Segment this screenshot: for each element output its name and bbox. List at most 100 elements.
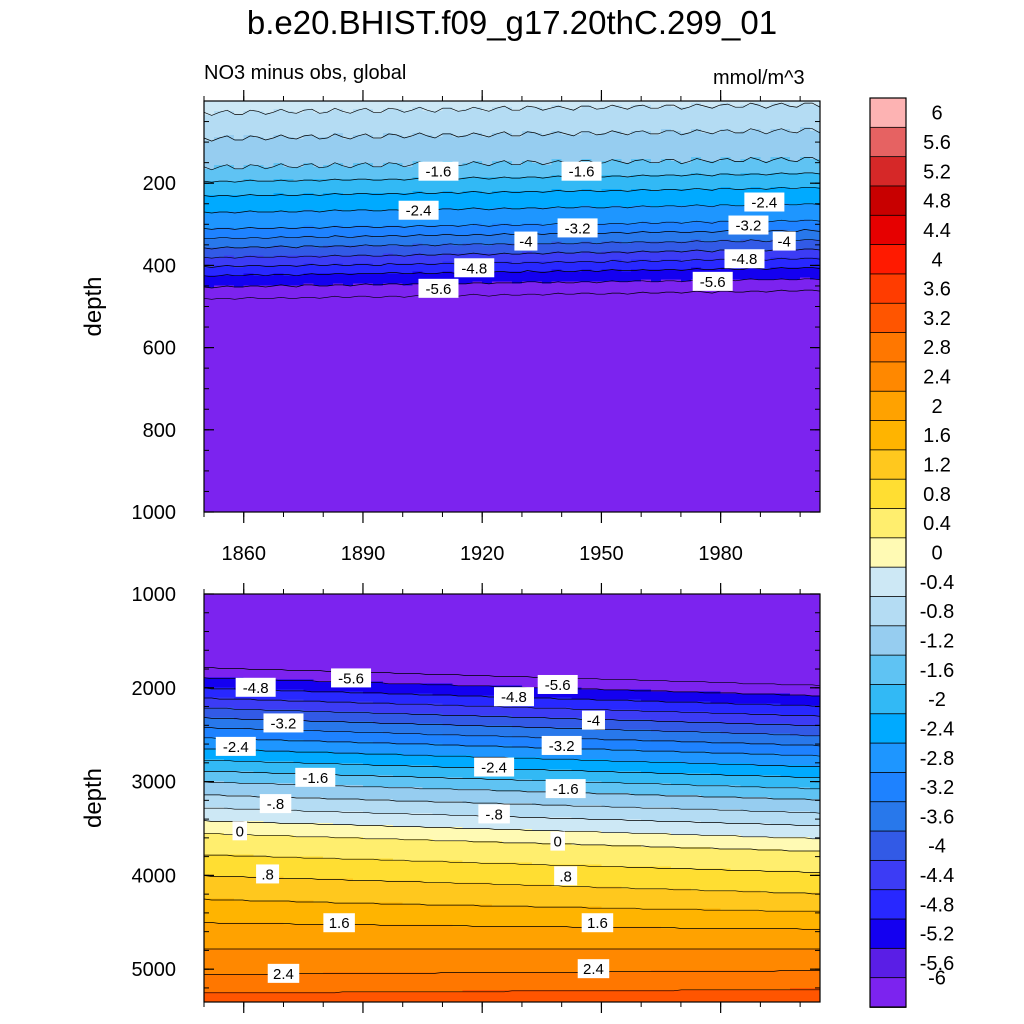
colorbar-swatch: [869, 684, 907, 715]
svg-text:1.6: 1.6: [329, 915, 350, 932]
contour-label: -5.6: [537, 674, 578, 694]
colorbar-label: -4.8: [920, 894, 954, 916]
contour-line: [204, 854, 820, 873]
y-tick-label: 1000: [132, 584, 177, 606]
colorbar-label: -5.2: [920, 924, 954, 946]
contour-line: [203, 898, 820, 912]
colorbar-label: -2: [928, 689, 946, 711]
y-axis: 200 400 600 800 1000 depth: [80, 100, 820, 524]
contour-line: [203, 289, 821, 300]
colorbar-label: -2.8: [920, 748, 954, 770]
svg-text:-4: -4: [778, 234, 791, 251]
colorbar-swatch: [869, 859, 907, 891]
colorbar-label: -3.2: [920, 777, 954, 799]
svg-text:-5.6: -5.6: [700, 274, 726, 291]
svg-text:-1.6: -1.6: [302, 770, 328, 787]
colorbar-swatch: [869, 478, 907, 510]
contour-label: -4: [581, 710, 605, 730]
colorbar-label: 6: [931, 103, 942, 125]
svg-text:-5.6: -5.6: [545, 677, 571, 694]
contour-line: [203, 128, 821, 142]
svg-text:0: 0: [554, 834, 562, 851]
colorbar-label: 2.4: [923, 367, 951, 389]
svg-text:2.4: 2.4: [273, 966, 294, 983]
colorbar-label: -5.6: [920, 953, 954, 975]
svg-text:-1.6: -1.6: [553, 781, 579, 798]
variable-subtitle: NO3 minus obs, global: [204, 62, 407, 84]
svg-text:-.8: -.8: [267, 796, 285, 813]
contour-line: [204, 807, 820, 826]
contour-label: -3.2: [728, 215, 769, 235]
contour-label: -1.6: [545, 779, 586, 799]
y-axis-title: depth: [80, 768, 107, 828]
colorbar-swatch: [869, 361, 907, 393]
contour-lines: [203, 667, 821, 994]
colorbar-swatch: [869, 596, 907, 627]
contour-line: [203, 820, 820, 840]
contour-line: [203, 717, 820, 737]
contour-label: -4: [514, 231, 538, 251]
colorbar-label: 4: [931, 249, 942, 271]
chart-title: b.e20.BHIST.f09_g17.20thC.299_01: [246, 4, 778, 41]
contour-label: -4.8: [235, 677, 276, 697]
colorbar-label: 0.4: [923, 513, 951, 535]
colorbar-label: -6: [928, 968, 946, 990]
colorbar-label: -2.4: [920, 718, 954, 740]
contour-label: -4: [772, 231, 796, 251]
colorbar-swatch: [869, 947, 907, 979]
colorbar-swatch: [869, 889, 907, 920]
x-tick-label: 1950: [579, 543, 624, 565]
colorbar-swatch: [869, 156, 907, 187]
contour-line: [203, 203, 821, 214]
colorbar-swatch: [869, 625, 907, 657]
contour-label: -1.6: [418, 161, 459, 181]
contour-fill: [204, 101, 821, 513]
svg-text:-3.2: -3.2: [549, 738, 575, 755]
contour-label: .8: [256, 864, 280, 884]
colorbar-label: -0.4: [920, 572, 954, 594]
svg-text:.8: .8: [261, 866, 274, 883]
colorbar-swatch: [869, 742, 907, 774]
contour-line: [203, 239, 821, 250]
contour-label: -5.6: [418, 278, 459, 298]
colorbar-swatch: [869, 126, 907, 158]
contour-label: -3.2: [263, 713, 304, 733]
contour-line: [203, 257, 821, 268]
x-axis: 1860 1890 1920 1950 1980: [203, 90, 801, 565]
svg-text:-3.2: -3.2: [736, 218, 762, 235]
contour-label: -2.4: [474, 757, 515, 777]
contour-label: -2.4: [744, 192, 785, 212]
colorbar-label: 5.6: [923, 132, 951, 154]
contour-line: [204, 989, 820, 994]
contour-line: [203, 677, 820, 697]
contour-line: [204, 727, 821, 747]
colorbar-label: 3.6: [923, 279, 951, 301]
contour-label: -5.6: [692, 271, 733, 291]
contour-line: [204, 970, 820, 975]
contour-label: 2.4: [267, 963, 300, 983]
colorbar-swatch: [869, 537, 907, 569]
svg-text:2.4: 2.4: [583, 961, 604, 978]
colorbar-swatch: [869, 185, 907, 217]
contour-label: -.8: [478, 804, 510, 824]
colorbar-swatch: [869, 420, 907, 451]
colorbar-swatch: [869, 390, 907, 422]
colorbar-label: 2: [931, 396, 942, 418]
x-tick-label: 1980: [698, 543, 743, 565]
contour-line: [204, 794, 821, 814]
contour-line: [203, 875, 820, 895]
contour-label: 2.4: [577, 959, 610, 979]
colorbar-label: -1.6: [920, 660, 954, 682]
contour-label: 0: [550, 831, 565, 851]
contour-label: -3.2: [557, 218, 598, 238]
colorbar-swatch: [869, 449, 907, 481]
contour-labels: -1.6 -1.6 -2.4 -2.4 -3.2 -3.2 -4 -4 -4.8 -4.8 -5.6…: [398, 161, 796, 298]
colorbar-swatch: [869, 332, 907, 363]
y-tick-label: 800: [143, 420, 176, 442]
colorbar-label: -3.6: [920, 806, 954, 828]
colorbar-swatch: [869, 830, 907, 862]
colorbar-swatch: [869, 302, 907, 334]
colorbar-swatch: [869, 214, 907, 246]
